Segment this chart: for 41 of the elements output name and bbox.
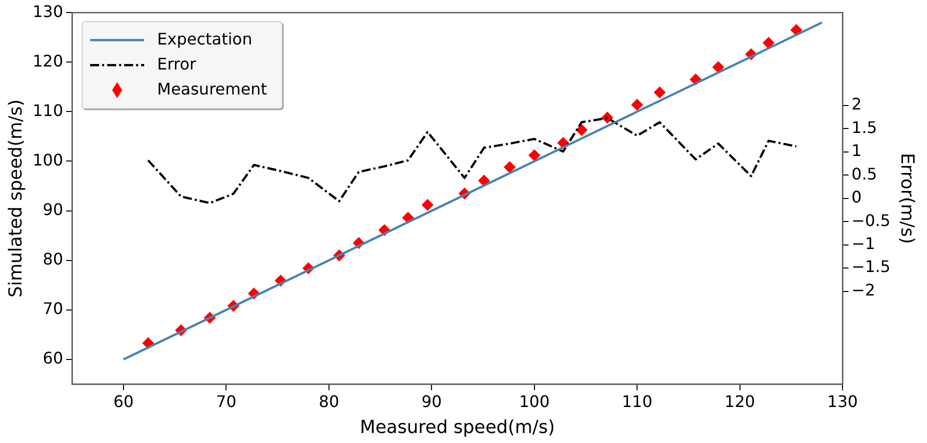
x-tick-label: 130 xyxy=(827,392,858,411)
y2-tick-label: 1 xyxy=(852,141,862,160)
point xyxy=(631,98,644,111)
y2-axis-title: Error(m/s) xyxy=(896,152,918,244)
x-tick-label: 120 xyxy=(724,392,756,411)
y-tick-label: 110 xyxy=(32,100,64,120)
x-tick-label: 100 xyxy=(519,392,550,411)
y-tick-label: 70 xyxy=(42,299,64,318)
y-tick-label: 130 xyxy=(32,2,64,21)
y-tick-label: 80 xyxy=(42,249,64,268)
y2-tick-label: 0.5 xyxy=(852,164,877,184)
point xyxy=(504,161,516,174)
y2-tick-label: −2 xyxy=(852,280,876,300)
point xyxy=(576,124,588,136)
legend-label: Error xyxy=(157,54,197,74)
y2-tick-label: −1.5 xyxy=(852,257,890,276)
x-tick-label: 70 xyxy=(216,392,236,411)
point xyxy=(422,198,434,211)
x-tick-label: 90 xyxy=(421,392,442,411)
x-tick-label: 110 xyxy=(622,392,652,411)
point xyxy=(712,61,724,74)
y-tick-label: 120 xyxy=(32,51,64,70)
point xyxy=(528,149,540,162)
point xyxy=(762,36,775,49)
x-tick-label: 60 xyxy=(113,392,134,411)
y2-tick-label: 2 xyxy=(852,94,862,114)
y2-tick-label: −1 xyxy=(852,234,876,254)
y-axis-title: Simulated speed(m/s) xyxy=(5,99,26,298)
y-tick-label: 90 xyxy=(42,200,64,219)
y2-tick-label: −0.5 xyxy=(852,210,890,230)
y2-tick-label: 0 xyxy=(852,188,862,207)
point xyxy=(790,24,802,36)
legend-label: Measurement xyxy=(157,79,267,98)
x-axis-title: Measured speed(m/s) xyxy=(360,416,555,438)
y-tick-label: 60 xyxy=(42,348,64,368)
y-tick-label: 100 xyxy=(32,150,64,170)
x-tick-label: 80 xyxy=(318,392,340,411)
point xyxy=(654,86,666,98)
legend-label: Expectation xyxy=(157,29,252,48)
y2-tick-label: 1.5 xyxy=(852,118,877,137)
point xyxy=(601,112,614,124)
